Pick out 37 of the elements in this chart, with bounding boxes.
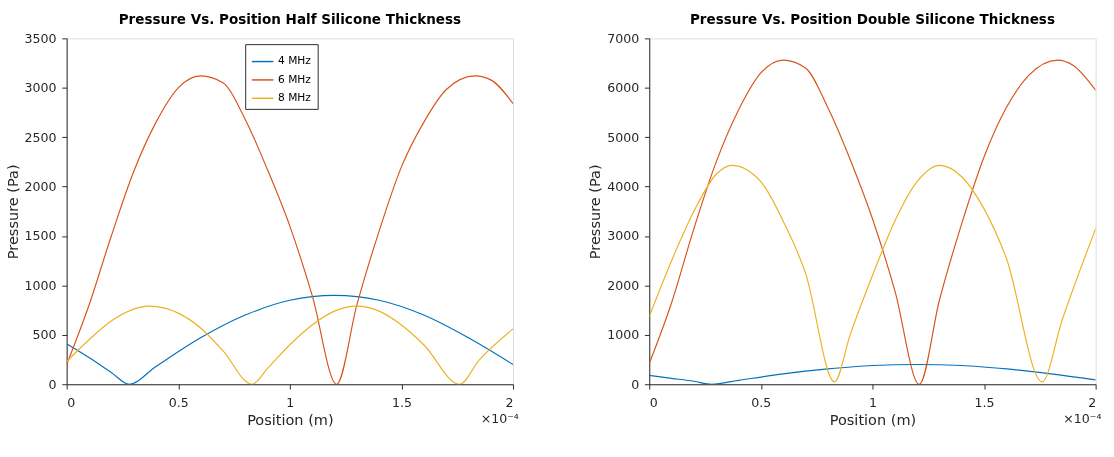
y-tick-label: 4000 — [607, 178, 640, 194]
y-tick-label: 6000 — [607, 80, 640, 96]
x-axis-title: Position (m) — [247, 412, 334, 429]
legend-label: 8 MHz — [278, 91, 312, 105]
y-tick-label: 2500 — [24, 129, 57, 145]
y-tick-label: 7000 — [607, 30, 640, 46]
x-tick-label: 1 — [868, 394, 877, 410]
x-tick-label: 0 — [67, 394, 76, 410]
y-axis-title: Pressure (Pa) — [587, 164, 604, 260]
chart-title: Pressure Vs. Position Double Silicone Thickness — [689, 10, 1055, 27]
x-tick-label: 0.5 — [751, 394, 772, 410]
legend-label: 4 MHz — [278, 54, 312, 68]
y-tick-label: 3500 — [24, 30, 57, 46]
x-tick-label: 1 — [286, 394, 295, 410]
x-tick-label: 2 — [1088, 394, 1097, 410]
legend-label: 6 MHz — [278, 72, 312, 86]
y-tick-label: 500 — [32, 327, 57, 343]
x-tick-label: 0.5 — [168, 394, 189, 410]
y-tick-label: 5000 — [607, 129, 640, 145]
y-tick-label: 2000 — [24, 178, 57, 194]
x-tick-label: 2 — [505, 394, 514, 410]
text: ×10⁻⁴ — [480, 410, 519, 426]
y-tick-label: 0 — [48, 376, 57, 392]
x-tick-label: 0 — [649, 394, 658, 410]
text: ×10⁻⁴ — [1063, 410, 1102, 426]
x-tick-label: 1.5 — [391, 394, 412, 410]
y-axis-title: Pressure (Pa) — [4, 164, 21, 260]
x-axis-title: Position (m) — [829, 412, 917, 429]
y-tick-label: 1500 — [24, 228, 57, 244]
y-tick-label: 3000 — [607, 228, 640, 244]
y-tick-label: 1000 — [607, 327, 640, 343]
y-tick-label: 0 — [631, 376, 640, 392]
y-tick-label: 2000 — [607, 277, 640, 293]
x-tick-label: 1.5 — [974, 394, 995, 410]
y-tick-label: 3000 — [24, 80, 57, 96]
y-tick-label: 1000 — [24, 277, 57, 293]
chart-title: Pressure Vs. Position Half Silicone Thickness — [118, 10, 462, 27]
